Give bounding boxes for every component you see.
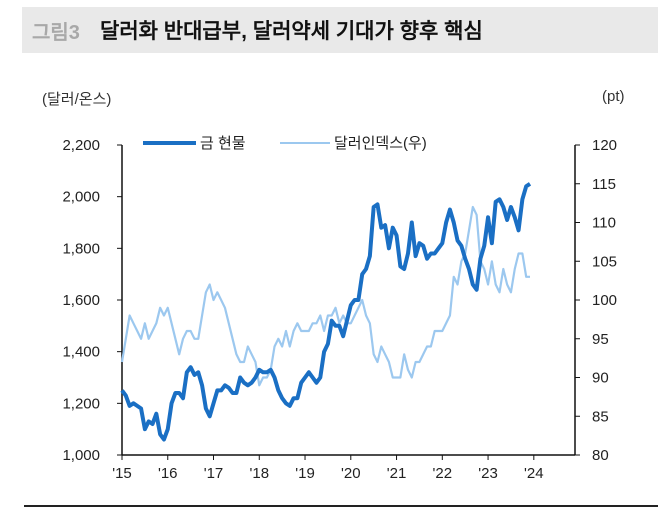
right-tick-label: 90 (592, 370, 609, 387)
chart-title: 달러화 반대급부, 달러약세 기대가 향후 핵심 (100, 20, 483, 43)
right-tick-label: 100 (592, 292, 617, 309)
x-tick-label: '22 (433, 465, 453, 482)
title-bar (22, 7, 658, 53)
x-tick-label: '24 (524, 465, 544, 482)
x-tick-label: '23 (478, 465, 498, 482)
legend-label-gold: 금 현물 (200, 135, 246, 152)
figure-label: 그림3 (32, 22, 80, 44)
left-tick-label: 2,000 (62, 189, 100, 206)
series-line-gold (120, 182, 532, 442)
left-axis-unit: (달러/온스) (42, 91, 112, 108)
right-tick-label: 110 (592, 215, 616, 232)
left-tick-label: 1,600 (62, 292, 100, 309)
left-tick-label: 1,200 (62, 395, 100, 412)
x-tick-label: '19 (295, 465, 315, 482)
right-tick-label: 80 (592, 447, 609, 464)
right-tick-label: 95 (592, 331, 609, 348)
x-tick-label: '20 (341, 465, 361, 482)
left-tick-label: 1,800 (62, 240, 100, 257)
series-line-dollar-index (120, 205, 531, 387)
right-tick-label: 85 (592, 408, 609, 425)
right-tick-label: 105 (592, 253, 617, 270)
x-tick-label: '16 (158, 465, 178, 482)
legend-label-dollar-index: 달러인덱스(우) (334, 135, 427, 152)
left-tick-label: 1,400 (62, 344, 100, 361)
right-tick-label: 120 (592, 137, 617, 154)
x-tick-label: '17 (204, 465, 224, 482)
left-tick-label: 2,200 (62, 137, 100, 154)
bottom-rule (24, 505, 658, 507)
x-tick-label: '15 (112, 465, 132, 482)
x-tick-label: '21 (387, 465, 407, 482)
right-tick-label: 115 (592, 176, 616, 193)
right-axis-unit: (pt) (602, 88, 625, 105)
left-tick-label: 1,000 (62, 447, 100, 464)
x-tick-label: '18 (249, 465, 269, 482)
